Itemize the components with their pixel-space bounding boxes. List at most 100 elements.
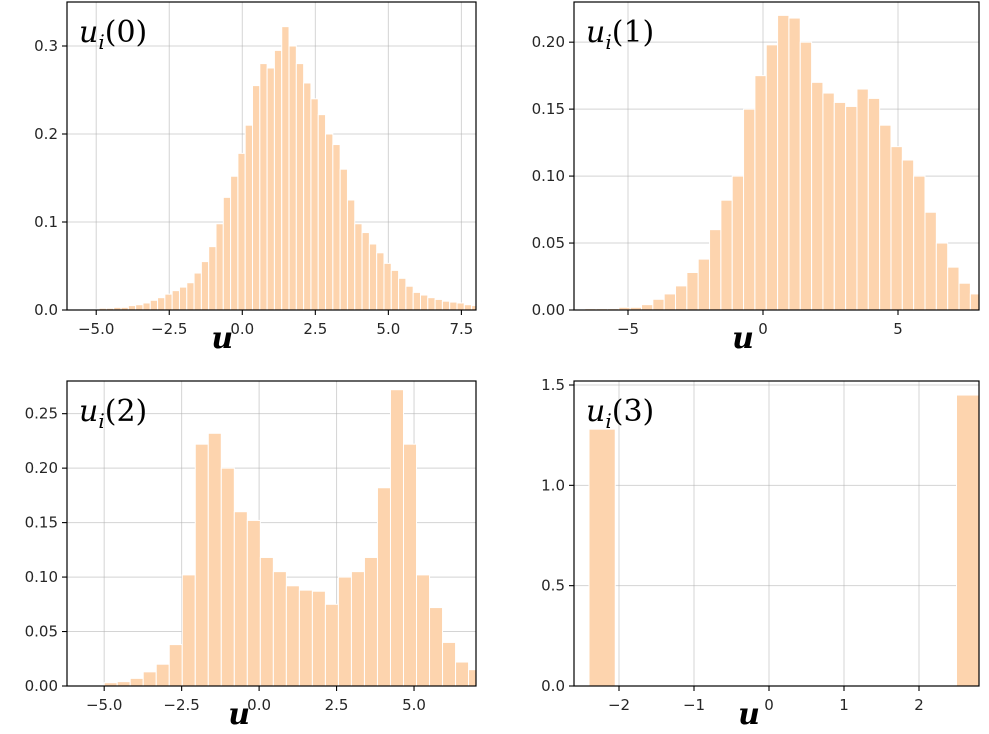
histogram-bar: [958, 282, 971, 310]
histogram-bar: [867, 97, 881, 310]
histogram-bar: [495, 681, 508, 686]
histogram-bar: [259, 63, 268, 310]
panel-label: ui(1): [586, 15, 654, 54]
histogram-bar: [311, 590, 326, 686]
histogram-bar: [969, 293, 979, 310]
histogram-bar: [455, 661, 470, 686]
histogram-bar: [686, 272, 699, 310]
x-tick-label: 5.0: [376, 320, 400, 338]
histogram-bar: [427, 297, 436, 310]
axes-frame: [66, 1, 477, 311]
histogram-bar: [879, 124, 892, 310]
panel-2: −5.0 −2.5 0.0 2.5 5.0 0.00 0.05 0.10 0.15 0.20 0.2…: [25, 380, 521, 732]
histogram-bar: [222, 196, 232, 310]
histogram-bar: [285, 585, 300, 686]
y-tick-label: 0.0: [541, 677, 565, 695]
histogram-bar: [237, 152, 246, 310]
histogram-bar: [252, 85, 261, 310]
histogram-bar: [354, 223, 363, 310]
histogram-bar: [463, 304, 473, 310]
histogram-bar: [200, 261, 210, 310]
y-tick-label: 0.2: [34, 125, 58, 143]
x-tick-label: 5: [893, 320, 903, 338]
histogram-bar: [471, 305, 476, 310]
histogram-bar: [368, 243, 378, 310]
histogram-bar: [376, 487, 391, 686]
x-tick-label: −2.5: [163, 696, 199, 714]
histogram-bar: [441, 300, 451, 310]
histogram-bar: [346, 199, 356, 310]
bars: [588, 394, 979, 686]
y-tick-label: 0.1: [34, 213, 58, 231]
histogram-bar: [709, 229, 722, 310]
histogram-bar: [419, 294, 429, 310]
histogram-bar: [494, 308, 501, 310]
histogram-bar: [924, 211, 937, 310]
histogram-bar: [486, 307, 493, 310]
histogram-bar: [181, 574, 196, 686]
histogram-bar: [822, 92, 835, 310]
x-axis-label: u: [228, 697, 250, 732]
histogram-bar: [324, 603, 339, 686]
histogram-bar: [383, 262, 392, 310]
histogram-bar: [194, 443, 209, 686]
x-tick-label: 2.5: [325, 696, 349, 714]
histogram-bar: [501, 309, 508, 310]
histogram-bar: [233, 511, 248, 686]
histogram-bar: [142, 302, 151, 310]
y-tick-label: 0.00: [25, 677, 58, 695]
histogram-bar: [856, 88, 869, 310]
histogram-bar: [361, 232, 370, 310]
bars: [84, 26, 508, 310]
x-tick-label: 5.0: [402, 696, 426, 714]
histogram-bar: [215, 223, 224, 310]
histogram-bar: [220, 467, 235, 686]
x-tick-label: 2.5: [303, 320, 327, 338]
histogram-bar: [833, 101, 847, 310]
bars: [103, 389, 521, 686]
histogram-bar: [390, 269, 400, 310]
y-tick-label: 0.0: [34, 301, 58, 319]
histogram-bar: [127, 305, 137, 310]
histogram-bar: [350, 571, 365, 686]
histogram-bar: [641, 304, 654, 310]
histogram-bar: [402, 443, 418, 686]
histogram-bar: [416, 574, 431, 686]
histogram-bar: [208, 246, 217, 310]
y-tick-label: 0.05: [25, 623, 58, 641]
histogram-bar: [405, 285, 414, 310]
y-tick-label: 0.5: [541, 577, 565, 595]
y-tick-label: 1.5: [541, 376, 565, 394]
y-tick-label: 0.15: [25, 514, 58, 532]
y-tick-label: 0.20: [25, 459, 58, 477]
x-axis-label: u: [211, 321, 233, 356]
panel-label: ui(2): [79, 394, 147, 433]
histogram-bar: [697, 258, 711, 310]
histogram-bar: [157, 297, 166, 310]
histogram-bar: [246, 519, 261, 686]
histogram-bar: [164, 293, 173, 310]
histogram-bar: [901, 159, 915, 310]
histogram-bar: [149, 299, 159, 310]
histogram-bar: [310, 98, 319, 310]
y-tick-label: 0.00: [532, 301, 565, 319]
x-tick-label: 0.0: [230, 320, 254, 338]
histogram-bar: [272, 571, 287, 686]
histogram-bar: [456, 302, 465, 310]
histogram-bar: [982, 301, 989, 310]
histogram-bar: [479, 306, 486, 310]
histogram-bar: [168, 644, 183, 686]
histogram-bar: [442, 641, 457, 686]
y-tick-label: 0.20: [532, 33, 565, 51]
histogram-bar: [412, 291, 421, 310]
axes-frame: [573, 1, 980, 311]
histogram-bar: [317, 114, 327, 310]
x-axis-label: u: [732, 321, 754, 356]
histogram-bar: [663, 293, 677, 310]
histogram-bar: [363, 556, 378, 686]
x-axis-label: u: [738, 697, 760, 732]
histogram-bar: [429, 607, 444, 686]
histogram-bar: [482, 677, 495, 686]
histogram-bar: [186, 282, 195, 310]
histogram-bar: [508, 683, 521, 686]
